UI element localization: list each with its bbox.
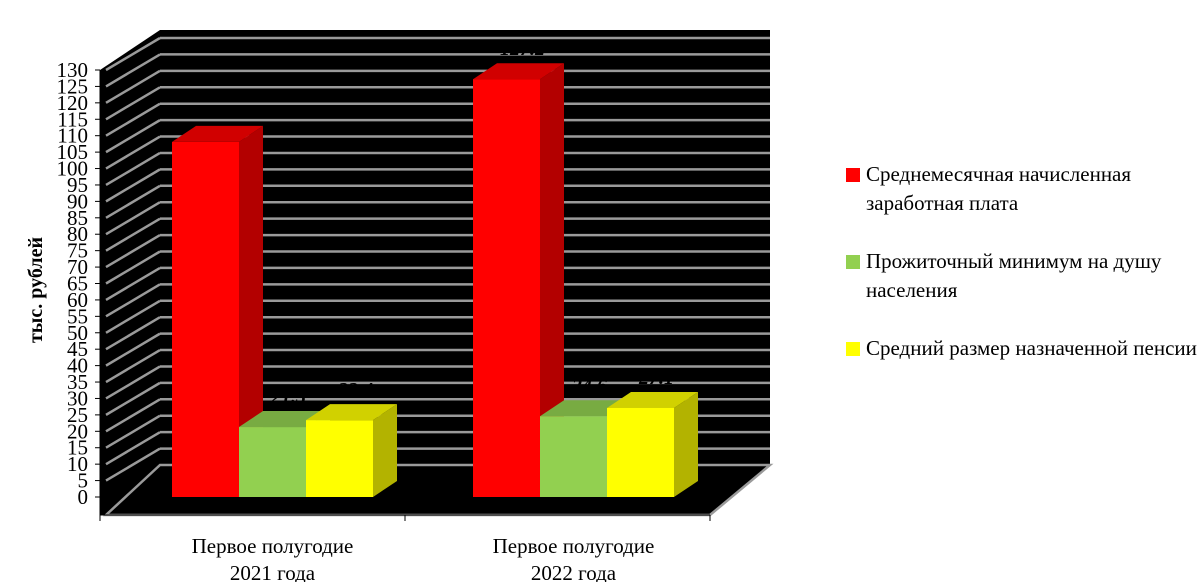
y-tick-label: 50 (67, 321, 88, 345)
y-tick-label: 130 (57, 58, 89, 82)
y-axis-title: тыс. рублей (25, 237, 47, 343)
gridline-side (105, 283, 161, 318)
gridline-side (105, 266, 161, 301)
y-tick-label: 125 (57, 74, 89, 98)
y-tick-label: 115 (57, 107, 88, 131)
gridline-side (105, 217, 161, 252)
bar-side (674, 391, 698, 497)
bar (172, 125, 263, 497)
y-tick-label: 105 (57, 140, 89, 164)
bar-front (540, 416, 607, 497)
y-tick-label: 80 (67, 222, 88, 246)
bar-front (239, 427, 306, 497)
bar (473, 63, 564, 497)
y-tick-label: 110 (57, 124, 88, 148)
legend-label-salary: Среднемесячная начисленная заработная пл… (866, 162, 1132, 215)
gridline-side (105, 365, 161, 400)
data-labels: 108.1 21.3 23.4 127.2 24.6 27.1 (199, 38, 674, 408)
gridline-side (105, 234, 161, 269)
bar-top (607, 391, 698, 408)
gridline-side (105, 348, 161, 384)
y-tick-label: 45 (67, 337, 88, 361)
y-tick-label: 90 (67, 189, 88, 213)
gridline-side (105, 168, 161, 203)
y-tick-label: 35 (67, 370, 88, 394)
bar (306, 404, 397, 497)
y-tick-label: 60 (67, 288, 88, 312)
gridline-side (105, 414, 161, 449)
data-label: 24.6 (571, 375, 607, 397)
bars (172, 63, 698, 497)
gridline-side (105, 447, 161, 482)
bar-side (540, 63, 564, 497)
legend-item-minimum: Прожиточный минимум на душу населения (844, 247, 1203, 305)
gridline-side (105, 36, 161, 72)
gridline-side (105, 201, 161, 236)
legend-item-pension: Средний размер назначенной пенсии (844, 334, 1203, 363)
bar-front (607, 407, 674, 497)
bar-top (306, 404, 397, 421)
data-label: 108.1 (199, 101, 244, 123)
gridline-side (105, 86, 161, 121)
bar-top (172, 125, 263, 142)
gridline-side (105, 102, 161, 137)
x-category-label: Первое полугодие (192, 534, 354, 558)
gridline-side (105, 119, 161, 154)
gridline-side (105, 151, 161, 187)
y-tick-label: 25 (67, 403, 88, 427)
gridline-side (105, 53, 161, 88)
gridline-side (105, 250, 161, 285)
y-tick-label: 120 (57, 91, 89, 115)
bar-top (473, 63, 564, 80)
gridline-side (105, 69, 161, 104)
data-label: 21.3 (270, 386, 306, 408)
bar-side (373, 404, 397, 497)
gridline-side (105, 135, 161, 170)
data-label: 27.1 (638, 367, 674, 389)
y-tick-label: 70 (67, 255, 88, 279)
y-tick-label: 55 (67, 304, 88, 328)
legend-swatch-salary (846, 168, 860, 182)
bar-front (473, 79, 540, 497)
y-tick-label: 65 (67, 272, 88, 296)
data-label: 23.4 (337, 379, 373, 401)
bar-side (239, 125, 263, 497)
axes: 0510152025303540455055606570758085909510… (57, 58, 711, 582)
chart-back-wall (100, 30, 770, 515)
legend-swatch-minimum (846, 255, 860, 269)
y-tick-label: 85 (67, 206, 88, 230)
gridline-side (105, 299, 161, 334)
legend-label-minimum: Прожиточный минимум на душу населения (866, 249, 1162, 302)
x-category-label: Первое полугодие (493, 534, 655, 558)
y-tick-label: 0 (78, 485, 89, 509)
gridline-side (105, 332, 161, 367)
bar-front (172, 141, 239, 497)
gridline-side (105, 431, 161, 466)
y-tick-label: 20 (67, 419, 88, 443)
y-tick-label: 95 (67, 173, 88, 197)
y-tick-label: 75 (67, 239, 88, 263)
y-tick-label: 5 (78, 469, 89, 493)
gridline-side (105, 398, 161, 433)
y-tick-label: 15 (67, 436, 88, 460)
gridline-side (105, 316, 161, 351)
x-category-label: 2022 года (531, 561, 617, 582)
legend: Среднемесячная начисленная заработная пл… (844, 160, 1203, 392)
y-tick-label: 30 (67, 386, 88, 410)
legend-label-pension: Средний размер назначенной пенсии (866, 336, 1197, 360)
bar-front (306, 420, 373, 497)
legend-swatch-pension (846, 342, 860, 356)
gridline-side (105, 184, 161, 219)
x-category-label: 2021 года (230, 561, 316, 582)
bar (607, 391, 698, 497)
legend-item-salary: Среднемесячная начисленная заработная пл… (844, 160, 1203, 218)
y-tick-label: 10 (67, 452, 88, 476)
data-label: 127.2 (500, 38, 545, 60)
gridline-side (105, 381, 161, 416)
y-tick-label: 100 (57, 157, 89, 181)
y-tick-label: 40 (67, 354, 88, 378)
